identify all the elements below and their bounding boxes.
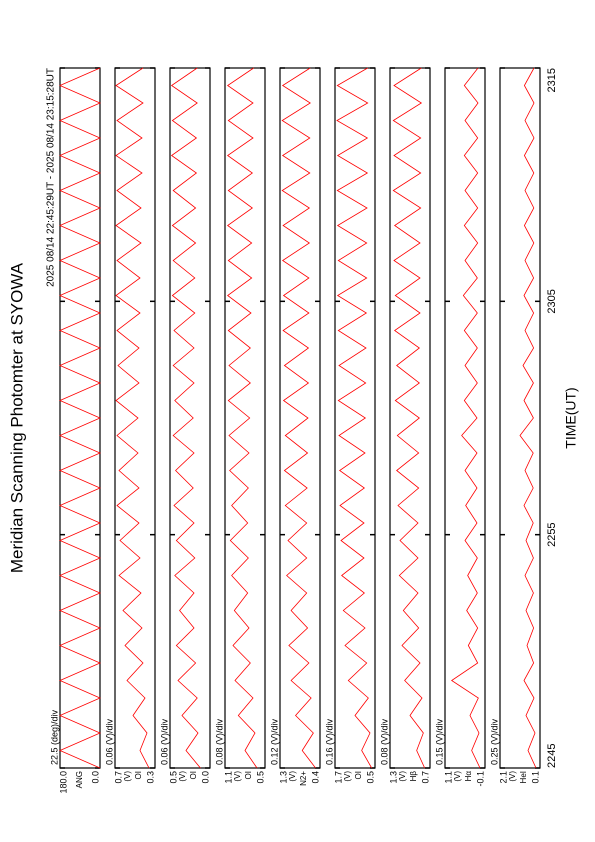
y-tick-label: 180.0 — [58, 771, 68, 794]
chart-title: Meridian Scanning Photomter at SYOWA — [7, 262, 26, 573]
y-tick-label: 1.3 — [388, 771, 398, 784]
x-tick-label: 2255 — [546, 522, 558, 546]
y-tick-label: 0.7 — [113, 771, 123, 784]
panel-frame — [279, 67, 321, 769]
scale-label: 0.12 (V)/div — [269, 718, 279, 765]
panel-frame — [444, 67, 486, 769]
scale-label: 0.06 (V)/div — [159, 718, 169, 765]
channel-name: Hβ — [409, 771, 418, 782]
panel-frame — [334, 67, 376, 769]
x-tick-label: 2305 — [546, 289, 558, 313]
unit-label: (V) — [508, 771, 517, 782]
y-tick-label: 0.4 — [310, 771, 320, 784]
unit-label: (V) — [453, 771, 462, 782]
rotated-plot: Meridian Scanning Photomter at SYOWA 202… — [7, 67, 579, 794]
scale-label: 0.06 (V)/div — [104, 718, 114, 765]
scale-label: 0.08 (V)/div — [379, 718, 389, 765]
channel-name: OI — [189, 771, 198, 779]
panel-frame — [389, 67, 431, 769]
scale-label: 0.25 (V)/div — [489, 718, 499, 765]
panel-frame — [224, 67, 266, 769]
y-tick-label: 1.3 — [278, 771, 288, 784]
y-tick-label: 1.7 — [333, 771, 343, 784]
y-tick-label: 1.1 — [223, 771, 233, 784]
unit-label: (V) — [178, 771, 187, 782]
y-tick-label: 0.1 — [530, 771, 540, 784]
scale-label: 22.5 (deg)/div — [49, 709, 59, 765]
signal-line — [450, 67, 481, 769]
signal-line — [226, 67, 258, 769]
panel-frame — [114, 67, 156, 769]
unit-label: (V) — [288, 771, 297, 782]
signal-line — [170, 67, 201, 769]
y-tick-label: -0.1 — [475, 771, 485, 787]
y-tick-label: 0.0 — [90, 771, 100, 784]
y-tick-label: 0.7 — [420, 771, 430, 784]
panel-frame — [169, 67, 211, 769]
y-tick-label: 0.5 — [255, 771, 265, 784]
scale-label: 0.15 (V)/div — [434, 718, 444, 765]
x-tick-label: 2245 — [546, 744, 558, 768]
scale-label: 0.08 (V)/div — [214, 718, 224, 765]
unit-label: (V) — [233, 771, 242, 782]
y-tick-label: 1.1 — [443, 771, 453, 784]
scale-label: 0.16 (V)/div — [324, 718, 334, 765]
x-tick-label: 2315 — [546, 68, 558, 92]
x-axis-label: TIME(UT) — [563, 387, 579, 448]
y-tick-label: 0.5 — [365, 771, 375, 784]
panel-frame — [499, 67, 541, 769]
channel-name: N2+ — [299, 771, 308, 786]
signal-line — [519, 67, 537, 769]
signal-line — [59, 67, 101, 769]
y-tick-label: 0.3 — [145, 771, 155, 784]
signal-line — [336, 67, 373, 769]
signal-line — [115, 67, 150, 769]
channel-name: OI — [354, 771, 363, 779]
channel-name: OI — [244, 771, 253, 779]
y-tick-label: 2.1 — [498, 771, 508, 784]
unit-label: (V) — [123, 771, 132, 782]
panel-frame — [59, 67, 101, 769]
channel-name: ANG — [75, 771, 84, 788]
unit-label: (V) — [398, 771, 407, 782]
chart-subtitle: 2025 08/14 22:45:29UT - 2025 08/14 23:15… — [46, 68, 57, 287]
signal-line — [281, 67, 316, 769]
channel-name: HeI — [519, 771, 528, 783]
y-tick-label: 0.0 — [200, 771, 210, 784]
unit-label: (V) — [343, 771, 352, 782]
channel-name: Hα — [464, 771, 473, 782]
channel-name: OI — [134, 771, 143, 779]
y-tick-label: 0.5 — [168, 771, 178, 784]
signal-line — [392, 67, 426, 769]
